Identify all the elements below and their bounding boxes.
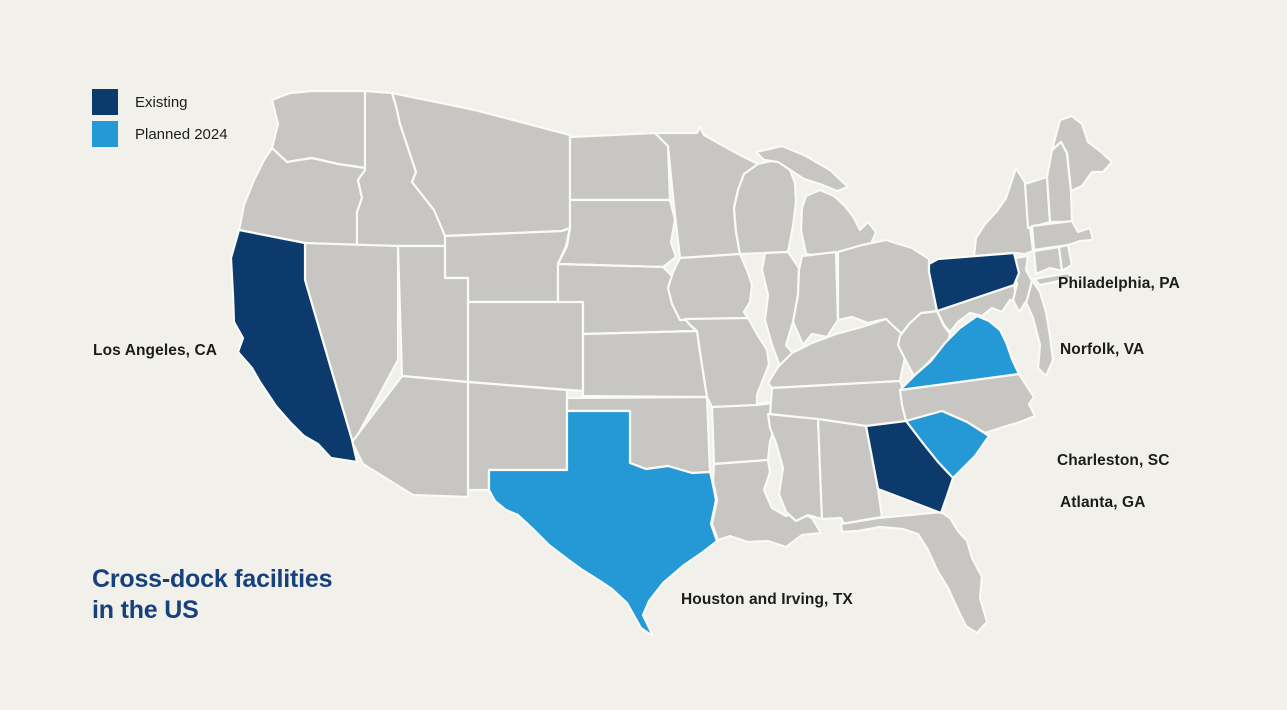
state-delmarva-peninsula	[1018, 278, 1055, 378]
state-new-york	[972, 166, 1035, 258]
state-california	[229, 228, 359, 464]
state-virginia	[898, 314, 1021, 392]
city-label-houston-irving: Houston and Irving, TX	[681, 591, 853, 608]
legend: Existing Planned 2024	[92, 89, 228, 153]
planned-swatch	[92, 121, 118, 147]
state-wisconsin	[732, 158, 798, 256]
city-label-norfolk: Norfolk, VA	[1060, 341, 1145, 358]
page-title: Cross-dock facilities in the US	[92, 564, 333, 626]
legend-label-existing: Existing	[135, 93, 188, 111]
us-states-group	[229, 89, 1114, 638]
state-pennsylvania	[927, 251, 1021, 313]
state-texas	[487, 409, 719, 638]
state-montana	[390, 91, 572, 238]
state-rhode-island	[1057, 243, 1074, 273]
city-label-atlanta: Atlanta, GA	[1060, 494, 1146, 511]
state-colorado	[466, 299, 585, 393]
state-kansas	[581, 329, 709, 399]
state-missouri	[683, 316, 773, 416]
state-north-dakota	[568, 131, 672, 202]
legend-item-planned: Planned 2024	[92, 121, 228, 147]
page-title-line-2: in the US	[92, 596, 199, 624]
state-maine	[1050, 114, 1114, 193]
state-new-york-long-island	[1032, 271, 1075, 287]
state-connecticut	[1032, 245, 1064, 276]
state-michigan-upper-peninsula	[754, 144, 850, 193]
state-florida	[839, 510, 989, 635]
city-label-philadelphia: Philadelphia, PA	[1058, 275, 1180, 292]
city-label-los-angeles: Los Angeles, CA	[93, 342, 218, 359]
legend-label-planned: Planned 2024	[135, 125, 228, 143]
page-title-line-1: Cross-dock facilities	[92, 565, 333, 593]
state-mississippi	[766, 412, 824, 523]
state-washington	[270, 89, 367, 170]
existing-swatch	[92, 89, 118, 115]
state-iowa	[666, 252, 754, 322]
state-georgia	[864, 419, 955, 515]
state-south-dakota	[556, 198, 678, 269]
city-label-charleston: Charleston, SC	[1057, 452, 1170, 469]
legend-item-existing: Existing	[92, 89, 228, 115]
state-indiana	[791, 250, 840, 347]
state-vermont	[1023, 175, 1052, 230]
